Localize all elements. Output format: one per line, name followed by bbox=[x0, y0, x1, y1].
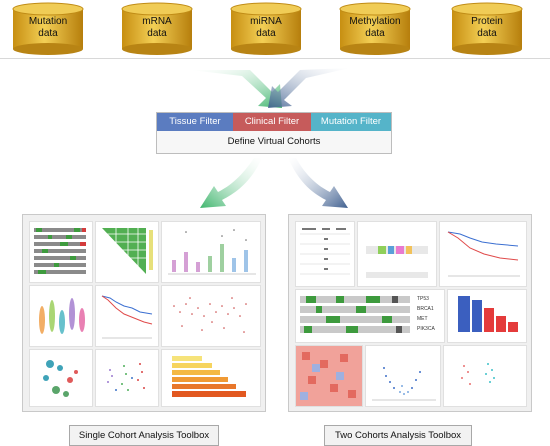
navy-arrow-icon bbox=[268, 68, 350, 108]
mutation-lollipop-thumbnail bbox=[357, 221, 437, 287]
green-arrow-icon bbox=[190, 70, 282, 108]
green-split-arrow-icon bbox=[200, 158, 262, 208]
mutation-data-label: Mutation data bbox=[28, 16, 68, 39]
navy-split-arrow-icon bbox=[288, 158, 348, 208]
methylation-data-label: Methylation data bbox=[349, 16, 401, 39]
volcano-plot-thumbnail bbox=[365, 345, 441, 407]
mutation-filter[interactable]: Mutation Filter bbox=[311, 113, 391, 131]
converging-arrows bbox=[190, 68, 350, 108]
single-cohort-panel bbox=[22, 214, 266, 412]
methylation-data-cylinder: Methylation data bbox=[338, 2, 412, 55]
divider-line bbox=[0, 58, 550, 59]
enrichment-bar-thumbnail bbox=[161, 349, 261, 407]
two-cohort-survival-thumbnail bbox=[439, 221, 527, 287]
methylation-scatter-thumbnail bbox=[161, 285, 261, 347]
survival-curve-thumbnail bbox=[95, 285, 159, 347]
mrna-data-label: mRNA data bbox=[142, 16, 172, 39]
mrna-data-cylinder: mRNA data bbox=[120, 2, 194, 55]
mirna-data-label: miRNA data bbox=[250, 16, 282, 39]
diverging-arrows bbox=[200, 158, 348, 208]
oncoprint-comparison-thumbnail: TP53 BRCA1 MET PIK3CA bbox=[295, 289, 445, 343]
gene-label: BRCA1 bbox=[417, 306, 434, 312]
cohort-filter-box: Tissue Filter Clinical Filter Mutation F… bbox=[156, 112, 392, 154]
clinical-filter[interactable]: Clinical Filter bbox=[233, 113, 311, 131]
violin-plot-thumbnail bbox=[29, 285, 93, 347]
expression-boxplot-thumbnail bbox=[161, 221, 261, 283]
single-cohort-toolbox-button[interactable]: Single Cohort Analysis Toolbox bbox=[69, 425, 219, 446]
differential-heatmap-thumbnail bbox=[295, 345, 363, 407]
pca-scatter-thumbnail bbox=[95, 349, 159, 407]
oncoprint-thumbnail bbox=[29, 221, 93, 283]
correlation-matrix-thumbnail bbox=[95, 221, 159, 283]
two-group-scatter-thumbnail bbox=[443, 345, 527, 407]
waterfall-bar-thumbnail bbox=[447, 289, 527, 343]
gene-label: TP53 bbox=[417, 296, 429, 302]
gene-label: MET bbox=[417, 316, 428, 322]
gene-label: PIK3CA bbox=[417, 326, 435, 332]
two-cohorts-toolbox-button[interactable]: Two Cohorts Analysis Toolbox bbox=[324, 425, 472, 446]
tissue-filter[interactable]: Tissue Filter bbox=[157, 113, 233, 131]
define-virtual-cohorts[interactable]: Define Virtual Cohorts bbox=[157, 131, 391, 153]
tsne-cluster-thumbnail bbox=[29, 349, 93, 407]
comparison-table-thumbnail bbox=[295, 221, 355, 287]
mutation-data-cylinder: Mutation data bbox=[11, 2, 85, 55]
mirna-data-cylinder: miRNA data bbox=[229, 2, 303, 55]
protein-data-cylinder: Protein data bbox=[450, 2, 524, 55]
oncoprint-gene-legend: TP53 BRCA1 MET PIK3CA bbox=[417, 294, 435, 334]
protein-data-label: Protein data bbox=[471, 16, 503, 39]
two-cohorts-panel: TP53 BRCA1 MET PIK3CA bbox=[288, 214, 532, 412]
